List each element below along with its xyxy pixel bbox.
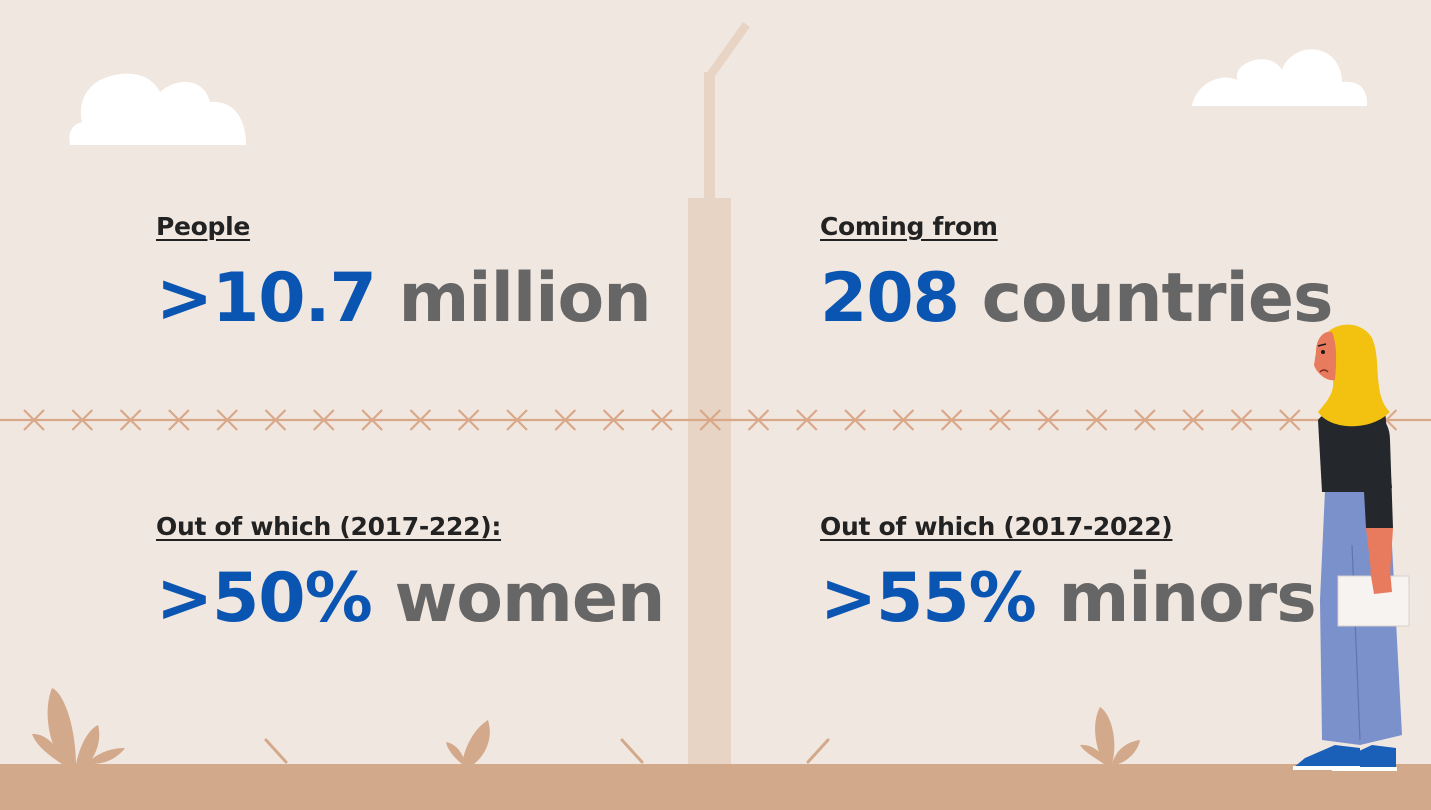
stat-countries-value: 208 countries — [820, 265, 1333, 333]
barb-mark — [71, 409, 94, 431]
barb-mark — [23, 409, 45, 431]
barb-mark — [989, 409, 1011, 431]
stat-people-label: People — [156, 212, 251, 241]
twig-icon — [264, 738, 830, 764]
barb-mark — [1182, 409, 1204, 431]
stat-women-label: Out of which (2017-222): — [156, 512, 502, 541]
barbed-wire-icon — [0, 409, 1431, 431]
stat-minors-value: >55% minors — [820, 565, 1317, 633]
barb-mark — [892, 409, 915, 431]
stat-countries-unit: countries — [981, 259, 1334, 338]
stat-people: People >10.7 million — [156, 212, 652, 333]
barb-mark — [457, 409, 480, 431]
barb-mark — [1230, 409, 1253, 431]
stat-countries-number: 208 — [820, 259, 960, 338]
barb-mark — [844, 409, 866, 431]
stat-women-number: >50% — [156, 559, 373, 638]
stat-people-unit: million — [398, 259, 651, 338]
barb-mark — [1085, 409, 1108, 431]
stat-countries-label: Coming from — [820, 212, 998, 241]
stat-women-unit: women — [394, 559, 665, 638]
plant-icon — [446, 720, 490, 764]
stat-minors: Out of which (2017-2022) >55% minors — [820, 512, 1317, 633]
woman-refugee-icon — [1293, 324, 1410, 771]
barb-mark — [651, 409, 673, 431]
barb-mark — [168, 409, 190, 431]
stat-people-value: >10.7 million — [156, 265, 652, 333]
plant-icon — [32, 688, 125, 764]
barb-mark — [506, 409, 528, 431]
barb-mark — [409, 409, 432, 431]
stat-people-number: >10.7 — [156, 259, 377, 338]
stat-women: Out of which (2017-222): >50% women — [156, 512, 665, 633]
stat-minors-label: Out of which (2017-2022) — [820, 512, 1173, 541]
barb-mark — [119, 409, 142, 431]
stat-minors-unit: minors — [1058, 559, 1316, 638]
barb-mark — [940, 409, 963, 431]
barb-mark — [1134, 409, 1156, 431]
barb-mark — [264, 409, 287, 431]
barb-mark — [1037, 409, 1060, 431]
cloud-icon — [1192, 49, 1368, 106]
barb-mark — [1279, 409, 1301, 431]
cloud-icon — [69, 73, 246, 145]
stat-women-value: >50% women — [156, 565, 665, 633]
fence-post-icon — [688, 22, 750, 764]
barb-mark — [216, 409, 238, 431]
stat-countries: Coming from 208 countries — [820, 212, 1333, 333]
stat-minors-number: >55% — [820, 559, 1037, 638]
barb-mark — [361, 409, 383, 431]
barb-mark — [602, 409, 625, 431]
barb-mark — [699, 409, 721, 431]
barb-mark — [796, 409, 818, 431]
barb-mark — [747, 409, 770, 431]
ground — [0, 764, 1431, 810]
barb-mark — [554, 409, 577, 431]
plant-icon — [1080, 707, 1140, 764]
barb-mark — [313, 409, 335, 431]
